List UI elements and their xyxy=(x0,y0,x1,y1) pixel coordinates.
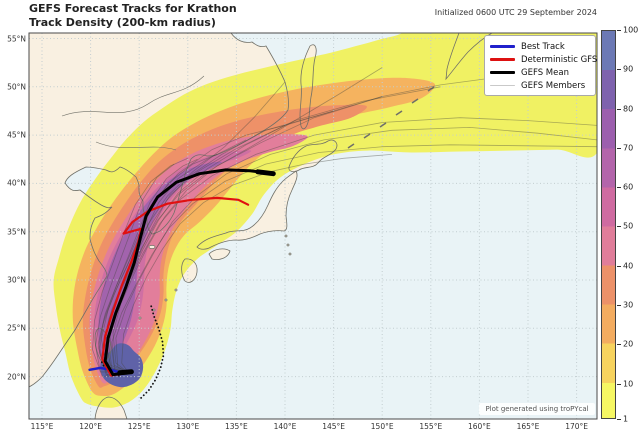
y-tick-label-55: 55°N xyxy=(7,34,26,43)
legend-item-2: GEFS Mean xyxy=(490,66,590,79)
track-deterministic-gfs xyxy=(101,196,250,377)
legend-label-0: Best Track xyxy=(521,41,565,52)
colorbar-tick-30 xyxy=(617,305,621,307)
legend-label-3: GEFS Members xyxy=(521,80,586,91)
x-tick-label-130: 130°E xyxy=(176,422,200,431)
colorbar xyxy=(601,30,616,419)
ensemble-member-10 xyxy=(97,158,198,376)
track-gefs-mean-cap-2 xyxy=(255,169,276,177)
colorbar-tick-label-40: 40 xyxy=(623,261,634,271)
y-tick-label-50: 50°N xyxy=(7,82,26,92)
legend-swatch-1 xyxy=(490,58,515,61)
colorbar-tick-80 xyxy=(617,108,621,110)
x-tick-label-160: 160°E xyxy=(467,422,491,431)
colorbar-tick-label-100: 100 xyxy=(623,25,639,35)
figure-title: GEFS Forecast Tracks for Krathon Track D… xyxy=(29,2,237,29)
density-contour-20 xyxy=(72,77,436,397)
y-tick-label-45: 45°N xyxy=(7,130,26,140)
x-tick-label-135: 135°E xyxy=(224,422,248,431)
colorbar-tick-label-60: 60 xyxy=(623,182,634,192)
legend-item-3: GEFS Members xyxy=(490,79,590,92)
ensemble-member-7 xyxy=(112,76,499,374)
colorbar-tick-label-50: 50 xyxy=(623,221,634,231)
legend-box: Best Track Deterministic GFS GEFS Mean GEFS… xyxy=(484,35,597,96)
legend-swatch-3 xyxy=(490,84,515,87)
river-amur xyxy=(61,75,205,117)
x-tick-label-120: 120°E xyxy=(79,422,102,431)
track-gefs-mean-cap-1 xyxy=(117,369,134,376)
legend-rows: Best Track Deterministic GFS GEFS Mean GEFS… xyxy=(490,40,597,92)
legend-swatch-2 xyxy=(490,71,515,74)
colorbar-tick-1 xyxy=(617,419,621,420)
track-best xyxy=(88,366,122,374)
colorbar-tick-label-90: 90 xyxy=(623,64,634,74)
tracks-layer xyxy=(88,168,276,399)
title-line-2: Track Density (200-km radius) xyxy=(29,15,216,29)
legend-swatch-0 xyxy=(490,45,515,48)
ensemble-member-12 xyxy=(121,154,392,373)
ensemble-member-11 xyxy=(92,157,188,378)
kuril-islands xyxy=(347,86,435,149)
x-tick-label-155: 155°E xyxy=(419,422,443,431)
island-jeju xyxy=(148,244,156,249)
colorbar-tick-70 xyxy=(617,147,621,149)
colorbar-tick-label-10: 10 xyxy=(623,379,634,389)
x-tick-label-145: 145°E xyxy=(322,422,345,431)
track-observed-dotted-1 xyxy=(140,304,165,399)
colorbar-tick-90 xyxy=(617,69,621,71)
colorbar-tick-label-1: 1 xyxy=(623,414,629,424)
colorbar-tick-label-70: 70 xyxy=(623,143,634,153)
colorbar-tick-40 xyxy=(617,265,621,267)
legend-item-0: Best Track xyxy=(490,40,590,53)
colorbar-tick-100 xyxy=(617,30,621,31)
colorbar-tick-20 xyxy=(617,344,621,346)
x-tick-label-125: 125°E xyxy=(127,422,151,431)
river-ussuri xyxy=(95,141,177,151)
track-gefs-mean xyxy=(103,168,275,377)
ensemble-member-15 xyxy=(95,163,175,374)
y-tick-label-20: 20°N xyxy=(7,372,26,382)
ensemble-member-8 xyxy=(115,126,597,374)
colorbar-tick-10 xyxy=(617,383,621,385)
density-contour-55 xyxy=(89,134,308,384)
x-tick-label-140: 140°E xyxy=(273,422,297,431)
ensemble-member-3 xyxy=(97,125,286,374)
colorbar-tick-label-30: 30 xyxy=(623,300,634,310)
y-tick-label-25: 25°N xyxy=(7,323,26,333)
title-line-1: GEFS Forecast Tracks for Krathon xyxy=(29,2,237,15)
colorbar-tick-50 xyxy=(617,226,621,228)
colorbar-tick-label-80: 80 xyxy=(623,104,634,114)
colorbar-tick-label-20: 20 xyxy=(623,339,634,349)
ensemble-member-16 xyxy=(111,144,597,374)
density-contour-75 xyxy=(98,161,222,376)
x-tick-label-165: 165°E xyxy=(516,422,540,431)
y-tick-label-35: 35°N xyxy=(7,227,26,237)
init-time-label: Initialized 0600 UTC 29 September 2024 xyxy=(434,8,597,17)
coastline-layer xyxy=(29,33,493,419)
legend-item-1: Deterministic GFS xyxy=(490,53,597,66)
x-tick-label-170: 170°E xyxy=(565,422,588,431)
small-islands xyxy=(138,234,292,320)
plot-border xyxy=(28,32,598,420)
watermark: Plot generated using troPYcal xyxy=(479,403,595,415)
y-tick-label-30: 30°N xyxy=(7,275,26,285)
x-tick-label-115: 115°E xyxy=(30,422,54,431)
legend-label-1: Deterministic GFS xyxy=(521,54,598,65)
y-tick-label-40: 40°N xyxy=(7,178,26,188)
x-tick-label-150: 150°E xyxy=(370,422,394,431)
density-contour-65 xyxy=(94,150,252,380)
colorbar-tick-60 xyxy=(617,187,621,189)
legend-label-2: GEFS Mean xyxy=(521,67,569,78)
